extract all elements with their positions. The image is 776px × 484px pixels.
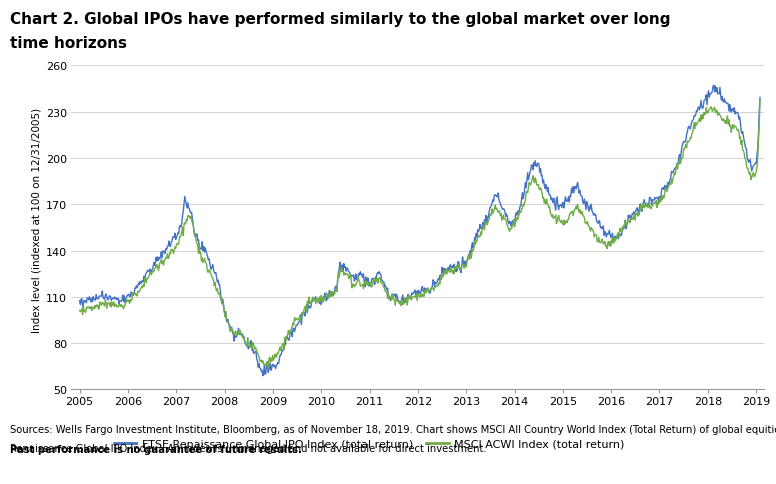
Text: Past performance is no guarantee of future results.: Past performance is no guarantee of futu… (10, 444, 302, 454)
Text: Sources: Wells Fargo Investment Institute, Bloomberg, as of November 18, 2019. C: Sources: Wells Fargo Investment Institut… (10, 424, 776, 435)
Text: Chart 2. Global IPOs have performed similarly to the global market over long: Chart 2. Global IPOs have performed simi… (10, 12, 670, 27)
Text: Renaissance Global IPO Index.  An index is unmanaged and not available for direc: Renaissance Global IPO Index. An index i… (10, 443, 490, 453)
Text: time horizons: time horizons (10, 36, 127, 51)
Legend: FTSE Renaissance Global IPO Index (total return), MSCI ACWI Index (total return): FTSE Renaissance Global IPO Index (total… (109, 434, 629, 453)
Y-axis label: Index level (indexed at 100 on 12/31/2005): Index level (indexed at 100 on 12/31/200… (32, 108, 42, 333)
